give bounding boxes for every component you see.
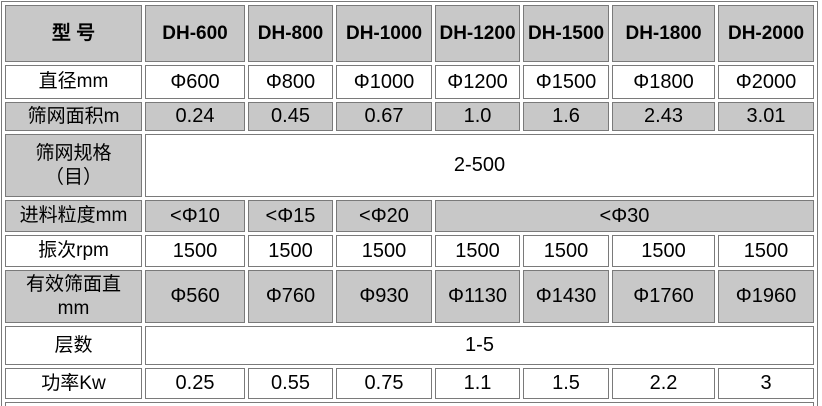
table-row-partial: [5, 402, 814, 406]
table-cell: Φ1500: [523, 65, 609, 99]
table-row-diameter: 直径mm Φ600 Φ800 Φ1000 Φ1200 Φ1500 Φ1800 Φ…: [5, 65, 814, 99]
table-row-power: 功率Kw 0.25 0.55 0.75 1.1 1.5 2.2 3: [5, 368, 814, 399]
row-label-line: 有效筛面直: [25, 273, 121, 295]
table-cell: 1.5: [523, 368, 609, 399]
row-label-diameter: 直径mm: [5, 65, 142, 99]
table-cell: 1500: [612, 235, 715, 267]
header-cell-dh2000: DH-2000: [718, 5, 814, 62]
header-cell-dh1200: DH-1200: [435, 5, 520, 62]
table-cell: Φ560: [145, 270, 245, 323]
table-cell: 1500: [145, 235, 245, 267]
row-label-mesh-spec: 筛网规格 （目）: [5, 134, 142, 197]
table-cell: 1500: [248, 235, 333, 267]
table-cell: 0.25: [145, 368, 245, 399]
row-label-line: 筛网规格: [35, 142, 112, 164]
table-cell: 3: [718, 368, 814, 399]
header-cell-model-label: 型 号: [5, 5, 142, 62]
table-header-row: 型 号 DH-600 DH-800 DH-1000 DH-1200 DH-150…: [5, 5, 814, 62]
table-cell: 1500: [336, 235, 432, 267]
row-label-vibration: 振次rpm: [5, 235, 142, 267]
table-cell: 2.2: [612, 368, 715, 399]
table-cell: Φ930: [336, 270, 432, 323]
merged-cell-feed-size: <Φ30: [435, 200, 814, 232]
header-cell-dh600: DH-600: [145, 5, 245, 62]
row-label-screen-area: 筛网面积m: [5, 102, 142, 131]
table-row-effective-diameter: 有效筛面直 mm Φ560 Φ760 Φ930 Φ1130 Φ1430 Φ176…: [5, 270, 814, 323]
table-row-vibration: 振次rpm 1500 1500 1500 1500 1500 1500 1500: [5, 235, 814, 267]
table-cell: 0.75: [336, 368, 432, 399]
row-label-feed-size: 进料粒度mm: [5, 200, 142, 232]
table-row-mesh-spec: 筛网规格 （目） 2-500: [5, 134, 814, 197]
table-cell: Φ600: [145, 65, 245, 99]
partial-cell: [5, 402, 814, 406]
table-cell: <Φ15: [248, 200, 333, 232]
table-cell: Φ800: [248, 65, 333, 99]
row-label-line: mm: [57, 297, 90, 319]
table-cell: 1.6: [523, 102, 609, 131]
table-cell: Φ760: [248, 270, 333, 323]
row-label-power: 功率Kw: [5, 368, 142, 399]
merged-cell-mesh-spec: 2-500: [145, 134, 814, 197]
table-cell: <Φ20: [336, 200, 432, 232]
table-cell: 0.24: [145, 102, 245, 131]
table-cell: Φ1960: [718, 270, 814, 323]
table-cell: 1.0: [435, 102, 520, 131]
row-label-effective-diameter: 有效筛面直 mm: [5, 270, 142, 323]
table-row-screen-area: 筛网面积m 0.24 0.45 0.67 1.0 1.6 2.43 3.01: [5, 102, 814, 131]
table-cell: Φ2000: [718, 65, 814, 99]
header-cell-dh800: DH-800: [248, 5, 333, 62]
table-cell: 0.45: [248, 102, 333, 131]
table-cell: Φ1430: [523, 270, 609, 323]
table-row-layers: 层数 1-5: [5, 326, 814, 365]
table-cell: 1.1: [435, 368, 520, 399]
table-cell: Φ1800: [612, 65, 715, 99]
table-cell: 1500: [718, 235, 814, 267]
header-cell-dh1800: DH-1800: [612, 5, 715, 62]
row-label-layers: 层数: [5, 326, 142, 365]
table-cell: Φ1760: [612, 270, 715, 323]
row-label-line: （目）: [44, 166, 102, 188]
table-cell: 2.43: [612, 102, 715, 131]
header-cell-dh1500: DH-1500: [523, 5, 609, 62]
merged-cell-layers: 1-5: [145, 326, 814, 365]
table-cell: 1500: [435, 235, 520, 267]
header-cell-dh1000: DH-1000: [336, 5, 432, 62]
table-cell: Φ1200: [435, 65, 520, 99]
table-row-feed-size: 进料粒度mm <Φ10 <Φ15 <Φ20 <Φ30: [5, 200, 814, 232]
table-cell: Φ1130: [435, 270, 520, 323]
table-cell: 0.55: [248, 368, 333, 399]
table-cell: 0.67: [336, 102, 432, 131]
table-cell: Φ1000: [336, 65, 432, 99]
table-cell: 3.01: [718, 102, 814, 131]
table-cell: 1500: [523, 235, 609, 267]
table-cell: <Φ10: [145, 200, 245, 232]
